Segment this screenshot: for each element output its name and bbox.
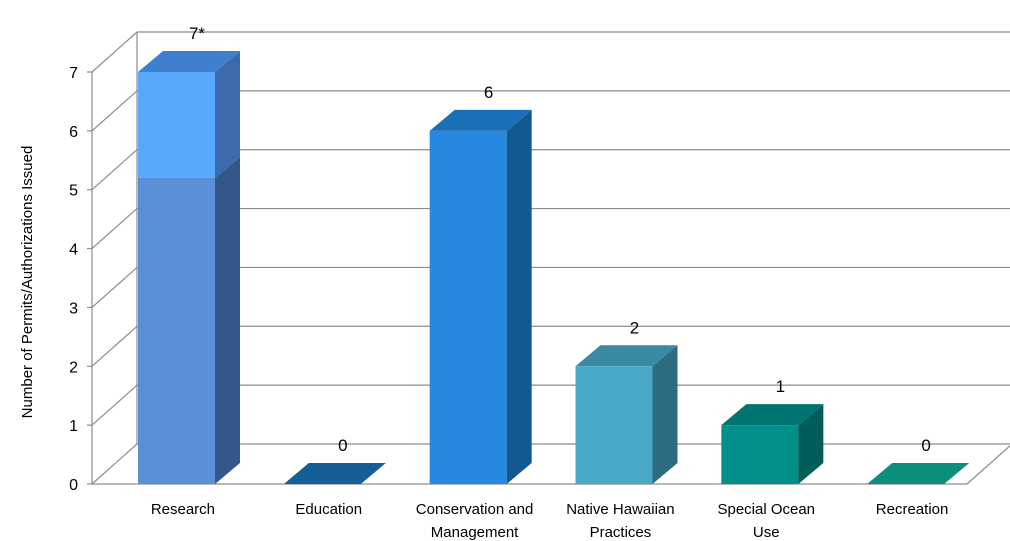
bar-top <box>575 345 678 367</box>
bar-top <box>138 51 240 72</box>
x-category-label: Special Ocean Use <box>717 501 815 541</box>
data-label: 6 <box>484 83 493 102</box>
bar-research <box>138 51 240 484</box>
x-category-label-line: Native Hawaiian <box>566 501 674 518</box>
bar-top <box>283 463 386 484</box>
bar-recreation <box>867 463 970 484</box>
y-tick-label: 6 <box>69 124 78 141</box>
y-tick-label: 4 <box>69 242 78 259</box>
bar-special-ocean-use <box>721 404 824 484</box>
gridline-connector <box>91 90 138 132</box>
bar-top <box>429 109 532 131</box>
gridline-connector <box>91 208 138 250</box>
bar-front-segment <box>575 366 653 484</box>
data-label: 7* <box>189 24 205 43</box>
x-category-label-line: Education <box>295 501 362 518</box>
y-tick-label: 2 <box>69 359 78 376</box>
x-category-label-line: Practices <box>590 524 652 541</box>
x-category-label-line: Special Ocean <box>717 501 815 518</box>
x-category-label-line: Use <box>753 524 780 541</box>
x-category-label: Education <box>295 501 362 518</box>
y-tick-label: 7 <box>69 65 78 82</box>
x-category-label: Native Hawaiian Practices <box>566 501 674 541</box>
gridline-connector <box>91 325 138 367</box>
y-tick-label: 3 <box>69 300 78 317</box>
y-axis-title: Number of Permits/Authorizations Issued <box>19 146 36 419</box>
data-label: 2 <box>630 318 639 337</box>
bar-side-segment <box>215 156 240 484</box>
bar-education <box>283 463 386 484</box>
y-tick-label: 5 <box>69 183 78 200</box>
bar-top <box>721 404 824 426</box>
gridline-connector <box>91 31 138 73</box>
bar-side-segment <box>652 345 678 484</box>
plot-background <box>91 31 1010 485</box>
x-axis-category-labels: Research Education Conservation and Managem… <box>151 501 949 541</box>
bar-conservation-and-management <box>429 109 532 484</box>
bar-top <box>867 463 970 484</box>
bar-side-segment <box>506 109 532 484</box>
bar-native-hawaiian-practices <box>575 345 678 484</box>
x-category-label-line: Management <box>431 524 519 541</box>
y-axis-ticks: 0 1 2 3 4 5 6 7 <box>69 65 92 494</box>
bars <box>138 51 970 484</box>
bar-front-segment <box>429 130 507 484</box>
data-label: 0 <box>338 436 347 455</box>
bar-front-segment <box>138 72 215 178</box>
floor-right-edge <box>966 444 1010 485</box>
x-category-label-line: Recreation <box>876 501 949 518</box>
bar-side-segment <box>215 51 240 178</box>
bar-side-segment <box>798 404 824 484</box>
y-tick-label: 1 <box>69 418 78 435</box>
data-label: 0 <box>921 436 930 455</box>
data-labels: 7* 0 6 2 1 0 <box>189 24 931 455</box>
y-tick-label: 0 <box>69 477 78 494</box>
bar-front-segment <box>138 177 215 484</box>
gridline-connector <box>91 266 138 308</box>
gridline-connector <box>91 443 138 485</box>
x-category-label: Recreation <box>876 501 949 518</box>
gridline-connector <box>91 384 138 426</box>
data-label: 1 <box>776 377 785 396</box>
x-category-label-line: Conservation and <box>416 501 534 518</box>
x-category-label: Research <box>151 501 215 518</box>
x-category-label: Conservation and Management <box>416 501 534 541</box>
bar-front-segment <box>721 425 799 484</box>
gridline-connector <box>91 149 138 191</box>
x-category-label-line: Research <box>151 501 215 518</box>
